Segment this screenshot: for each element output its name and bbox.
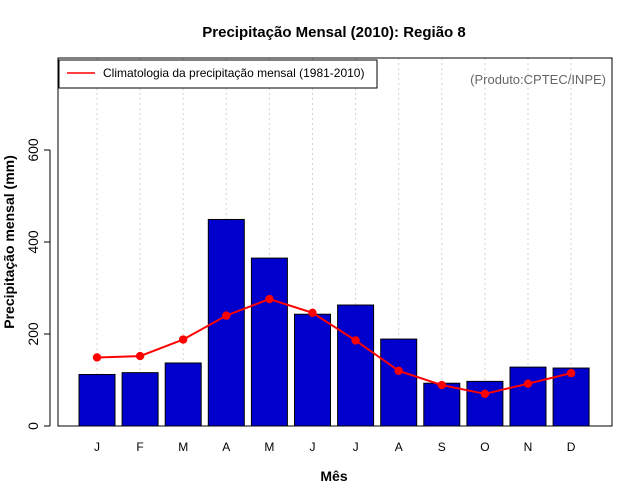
bar [380,338,418,427]
bar [121,372,159,427]
climatology-point [480,389,490,398]
bar-series [78,218,590,427]
climatology-point [523,379,533,388]
x-axis-title: Mês [320,468,347,484]
chart-title: Precipitação Mensal (2010): Região 8 [202,24,465,41]
source-credit: (Produto:CPTEC/INPE) [470,72,606,87]
y-tick-label: 400 [25,230,41,254]
y-tick-label: 600 [25,138,41,162]
bar [250,257,288,427]
climatology-point [437,380,446,390]
x-tick-label: J [94,440,100,454]
x-tick-label: A [222,440,230,454]
climatology-point [394,366,403,375]
climatology-point [92,353,102,362]
x-tick-label: J [310,440,316,454]
bar [509,366,547,427]
climatology-point [179,335,188,344]
bar [337,304,375,427]
x-tick-label: M [178,440,188,454]
bar [294,313,331,427]
x-tick-label: S [438,440,446,454]
x-tick-label: D [567,440,576,454]
climatology-point [265,294,274,304]
x-tick-label: M [264,440,274,454]
bar [164,362,202,427]
y-tick-label: 200 [25,322,41,346]
y-axis: 0 200 400 600 [25,138,51,430]
x-tick-label: F [136,440,143,454]
x-tick-label: N [524,440,533,454]
bar [78,373,116,427]
plot-area-border [57,57,613,427]
x-tick-label: A [395,440,403,454]
x-tick-label: J [353,440,359,454]
bar [466,380,504,427]
y-axis-title: Precipitação mensal (mm) [1,155,17,329]
legend-label: Climatologia da precipitação mensal (198… [103,66,364,80]
climatology-point [135,351,145,361]
climatology-point [308,308,317,318]
climatology-point [566,368,576,378]
climatology-line-series [92,294,576,398]
climatology-line [96,297,572,395]
legend: Climatologia da precipitação mensal (198… [58,59,378,89]
legend-box [58,59,378,89]
x-tick-label: O [480,440,489,454]
climatology-point [222,311,231,320]
climatology-point [351,336,360,345]
bar [423,382,461,427]
y-tick-label: 0 [25,422,41,430]
